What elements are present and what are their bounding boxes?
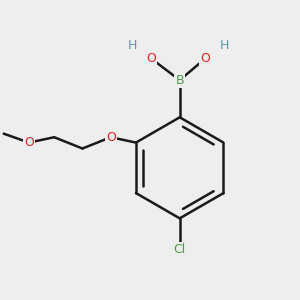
Text: O: O — [24, 136, 34, 149]
Text: Cl: Cl — [174, 243, 186, 256]
Text: O: O — [146, 52, 156, 65]
Text: H: H — [128, 39, 137, 52]
Text: O: O — [106, 131, 116, 144]
Text: B: B — [176, 74, 184, 87]
Text: O: O — [200, 52, 210, 65]
Text: H: H — [220, 39, 229, 52]
